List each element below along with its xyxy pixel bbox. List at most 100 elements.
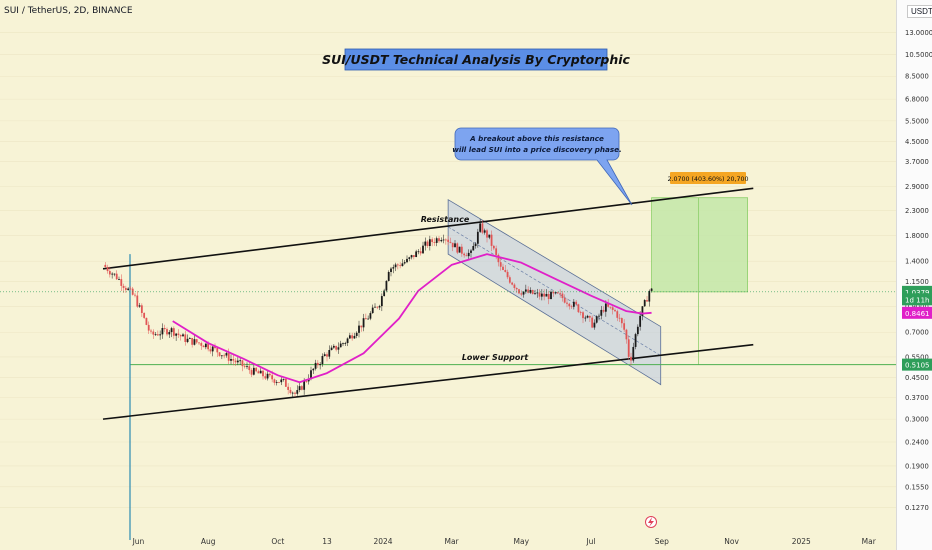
candle-body	[255, 367, 258, 372]
price-label-support: 0.5105	[902, 358, 932, 371]
candle-body	[449, 241, 452, 243]
y-tick-label: 2.3000	[905, 207, 929, 215]
candle-body	[412, 255, 415, 258]
candle-body	[630, 356, 632, 361]
candle-body	[465, 255, 468, 257]
price-label-text: 0.8461	[905, 310, 930, 318]
candle-body	[383, 290, 386, 297]
candle-body	[506, 271, 509, 278]
candle-body	[216, 348, 219, 353]
candle-body	[582, 312, 584, 319]
candle-body	[266, 373, 269, 379]
candle-body	[392, 267, 395, 269]
candle-body	[460, 246, 463, 254]
candle-body	[627, 339, 630, 357]
candle-body	[396, 264, 399, 266]
candle-body	[335, 345, 338, 350]
candle-body	[145, 317, 148, 325]
candle-body	[209, 349, 212, 352]
candle-body	[348, 335, 351, 339]
candle-body	[598, 315, 600, 317]
candle-body	[380, 296, 383, 307]
candle-body	[508, 277, 511, 283]
candle-body	[282, 378, 285, 380]
candle-body	[184, 334, 187, 342]
candle-body	[353, 335, 356, 339]
y-tick-label: 0.1270	[905, 504, 929, 512]
candle-body	[451, 242, 454, 248]
candle-body	[186, 338, 189, 342]
y-tick-label: 3.7000	[905, 158, 929, 166]
candle-body	[639, 315, 642, 327]
candle-body	[408, 257, 411, 259]
candle-body	[134, 294, 136, 296]
candle-body	[271, 375, 274, 380]
candle-body	[394, 264, 397, 268]
candle-body	[636, 326, 639, 335]
candle-body	[428, 239, 431, 246]
candle-body	[609, 306, 612, 308]
candle-body	[426, 241, 429, 246]
candle-body	[163, 327, 166, 330]
candle-body	[198, 342, 200, 344]
price-label-box	[902, 306, 932, 319]
candle-body	[234, 360, 237, 363]
candle-body	[239, 360, 242, 362]
candle-body	[422, 245, 424, 254]
candle-body	[246, 366, 248, 368]
candle-body	[435, 238, 438, 243]
candle-body	[252, 367, 255, 375]
candle-body	[497, 254, 500, 263]
chart-title: SUI/USDT Technical Analysis By Cryptorph…	[322, 52, 630, 67]
candle-body	[367, 318, 370, 320]
candle-body	[220, 355, 223, 357]
candle-body	[616, 311, 619, 318]
candle-body	[483, 230, 486, 233]
candle-body	[524, 289, 527, 292]
target-zone	[651, 197, 748, 293]
candle-body	[515, 287, 518, 290]
candle-body	[563, 298, 566, 303]
lightning-icon	[645, 516, 657, 528]
candle-body	[620, 318, 623, 324]
candle-body	[454, 243, 456, 248]
candle-body	[513, 284, 516, 288]
candle-body	[538, 292, 541, 297]
x-tick-label: Nov	[724, 537, 739, 546]
candle-body	[618, 317, 621, 319]
resistance-label: Resistance	[421, 215, 470, 224]
candle-body	[154, 334, 157, 336]
moving-average-line	[172, 253, 652, 384]
candle-body	[312, 368, 315, 371]
candle-body	[200, 343, 203, 346]
candle-body	[577, 304, 580, 313]
candle-body	[415, 251, 418, 258]
candle-body	[328, 350, 331, 357]
candle-body	[364, 318, 367, 320]
y-tick-label: 1.1500	[905, 278, 929, 286]
chart-title-group: SUI/USDT Technical Analysis By Cryptorph…	[322, 48, 630, 71]
candle-body	[643, 300, 646, 307]
candle-body	[259, 370, 262, 374]
candle-body	[106, 266, 109, 272]
y-tick-label: 0.3700	[905, 394, 929, 402]
price-label-countdown: 1d 11h	[902, 293, 932, 306]
candle-body	[641, 306, 644, 316]
candle-body	[623, 323, 626, 330]
target-label: 2.0700 (403.60%) 20,700	[668, 176, 749, 183]
candle-body	[442, 239, 445, 241]
candle-body	[463, 253, 466, 256]
y-tick-label: 1.8000	[905, 232, 929, 240]
candle-body	[351, 335, 354, 339]
price-scale[interactable]	[896, 0, 932, 550]
y-tick-label: 0.4500	[905, 374, 929, 382]
y-tick-label: 0.2400	[905, 439, 929, 447]
candle-body	[159, 334, 162, 336]
candle-body	[431, 239, 434, 243]
price-unit-label[interactable]: USDT	[907, 5, 932, 18]
candle-body	[614, 309, 616, 312]
candle-body	[543, 293, 546, 297]
x-tick-label: Aug	[201, 537, 216, 546]
candle-body	[104, 264, 107, 267]
